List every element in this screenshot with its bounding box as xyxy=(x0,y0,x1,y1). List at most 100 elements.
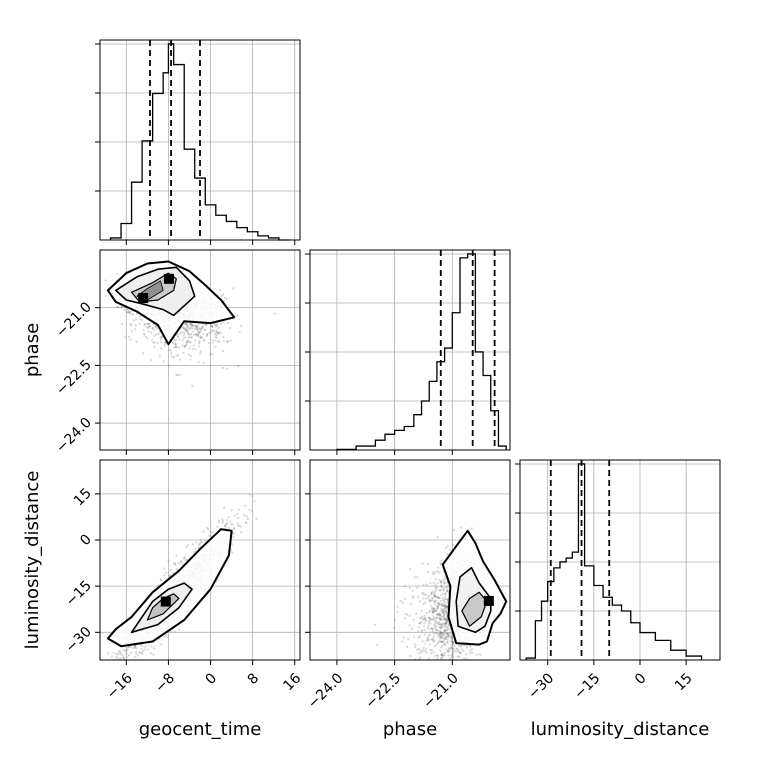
sample-point xyxy=(169,568,172,572)
sample-point xyxy=(422,591,425,595)
sample-point xyxy=(189,340,192,344)
sample-point xyxy=(436,632,439,635)
x-tick-label: −21.0 xyxy=(420,670,462,712)
sample-point xyxy=(130,330,134,333)
sample-point xyxy=(451,640,454,644)
sample-point xyxy=(146,326,150,330)
sample-point xyxy=(440,604,443,607)
sample-point xyxy=(232,535,235,539)
contour-level-3 xyxy=(461,591,488,627)
sample-point xyxy=(179,358,182,361)
sample-point xyxy=(458,644,461,647)
sample-point xyxy=(452,640,455,643)
sample-point xyxy=(417,636,420,639)
sample-point xyxy=(199,327,202,331)
sample-point xyxy=(443,636,447,640)
sample-point xyxy=(439,581,443,585)
sample-point xyxy=(443,600,446,603)
sample-point xyxy=(248,493,251,496)
sample-point xyxy=(443,582,446,585)
sample-point xyxy=(441,653,444,657)
sample-point xyxy=(458,674,460,676)
sample-point xyxy=(236,314,239,317)
sample-point xyxy=(459,645,462,648)
sample-point xyxy=(437,640,440,643)
sample-point xyxy=(435,616,438,620)
sample-point xyxy=(429,622,432,625)
sample-point xyxy=(469,645,472,648)
y-tick-label: −21.0 xyxy=(53,299,95,341)
sample-point xyxy=(189,327,192,330)
sample-point xyxy=(184,322,187,325)
sample-point xyxy=(430,599,433,602)
sample-point xyxy=(174,562,177,565)
y-tick-label: −22.5 xyxy=(53,357,95,399)
sample-point xyxy=(443,638,446,641)
sample-point xyxy=(435,613,438,616)
sample-point xyxy=(437,668,439,670)
sample-point xyxy=(171,341,175,344)
sample-point xyxy=(420,630,423,633)
sample-point xyxy=(454,666,456,668)
sample-point xyxy=(173,346,176,349)
sample-point xyxy=(130,664,132,666)
sample-point xyxy=(444,628,447,631)
sample-point xyxy=(147,330,150,333)
sample-point xyxy=(434,578,437,581)
sample-point xyxy=(197,543,200,546)
sample-point xyxy=(96,300,98,302)
sample-point xyxy=(425,593,428,597)
sample-point xyxy=(222,520,225,523)
sample-point xyxy=(163,344,166,347)
x-tick-label: 15 xyxy=(672,670,696,694)
sample-point xyxy=(442,622,445,626)
sample-point xyxy=(442,614,446,617)
sample-point xyxy=(214,331,217,334)
sample-point xyxy=(441,610,444,613)
sample-point xyxy=(250,510,254,513)
sample-point xyxy=(186,340,189,343)
sample-point xyxy=(195,541,198,544)
x-tick-label: −16 xyxy=(104,670,136,702)
sample-point xyxy=(226,522,229,525)
sample-point xyxy=(122,648,125,651)
sample-point xyxy=(186,324,190,327)
sample-point xyxy=(216,323,219,326)
sample-point xyxy=(185,323,188,326)
sample-point xyxy=(444,644,447,647)
sample-point xyxy=(159,338,162,341)
sample-point xyxy=(438,579,441,582)
sample-point xyxy=(440,634,443,637)
density-peak xyxy=(483,595,494,606)
sample-point xyxy=(88,698,90,700)
sample-point xyxy=(431,630,434,633)
sample-point xyxy=(120,663,122,665)
sample-point xyxy=(132,313,135,316)
sample-point xyxy=(211,530,215,533)
sample-point xyxy=(446,618,449,622)
sample-point xyxy=(196,328,199,331)
sample-point xyxy=(116,305,119,308)
sample-point xyxy=(175,568,178,571)
sample-point xyxy=(154,325,157,328)
sample-point xyxy=(121,654,124,657)
sample-point xyxy=(160,335,163,338)
sample-point xyxy=(181,326,184,329)
sample-point xyxy=(140,651,144,654)
sample-point xyxy=(447,636,450,639)
sample-point xyxy=(215,333,218,337)
sample-point xyxy=(441,634,444,637)
sample-point xyxy=(439,563,443,566)
x-tick-label: 16 xyxy=(280,670,304,694)
sample-point xyxy=(134,318,137,321)
sample-point xyxy=(435,609,438,612)
sample-point xyxy=(459,652,462,655)
sample-point xyxy=(455,661,457,663)
sample-point xyxy=(143,324,146,327)
sample-point xyxy=(199,337,202,340)
sample-point xyxy=(163,567,166,570)
sample-point xyxy=(185,329,189,332)
sample-point xyxy=(211,341,214,344)
sample-point xyxy=(112,664,114,666)
sample-point xyxy=(445,623,448,626)
